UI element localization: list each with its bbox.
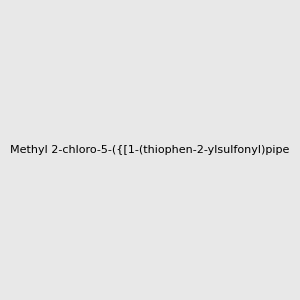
Text: Methyl 2-chloro-5-({[1-(thiophen-2-ylsulfonyl)pipe: Methyl 2-chloro-5-({[1-(thiophen-2-ylsul…: [10, 145, 290, 155]
